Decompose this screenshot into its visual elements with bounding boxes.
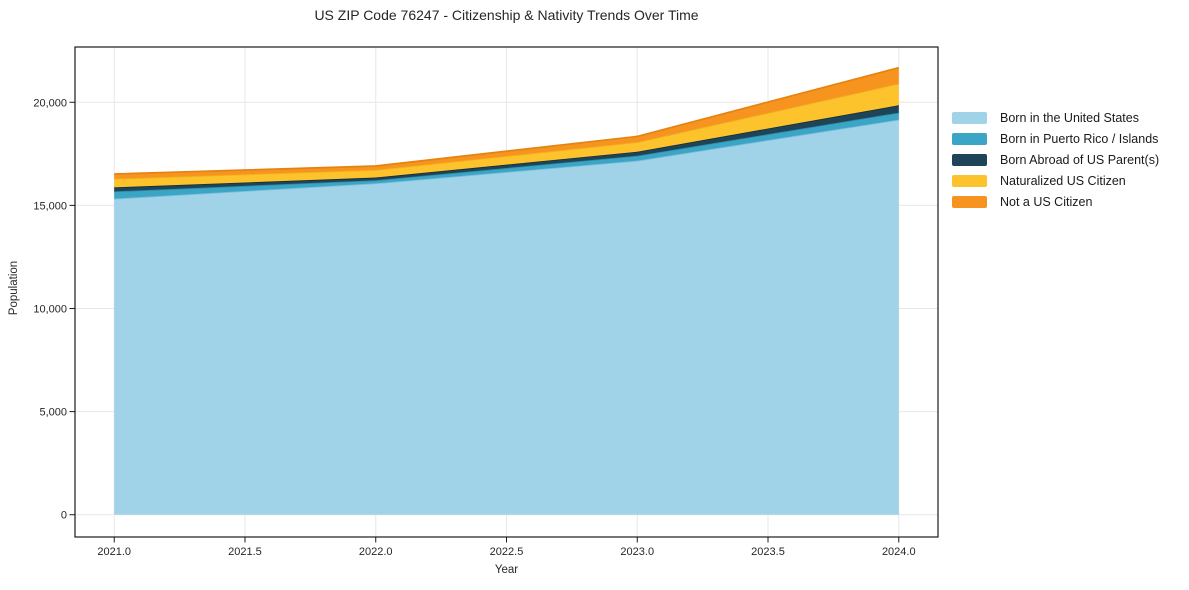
y-tick-label: 15,000 [33, 200, 67, 212]
area-edge-not-a-us-citizen [114, 66, 900, 175]
legend-label: Born in the United States [1000, 110, 1139, 125]
area-born-in-puerto-rico-islands [114, 112, 899, 199]
x-axis-title: Year [494, 564, 519, 576]
legend-item-naturalized-us-citizen: Naturalized US Citizen [952, 170, 1159, 191]
legend-item-not-a-us-citizen: Not a US Citizen [952, 191, 1159, 212]
legend-label: Born Abroad of US Parent(s) [1000, 152, 1160, 167]
x-tick-label: 2024.0 [882, 546, 916, 558]
legend-label: Naturalized US Citizen [1000, 173, 1126, 188]
y-tick-label: 10,000 [33, 303, 67, 315]
x-tick-label: 2023.5 [751, 546, 785, 558]
y-axis-title: Population [8, 260, 20, 316]
legend-item-born-abroad-of-us-parent-s: Born Abroad of US Parent(s) [952, 149, 1159, 170]
legend-swatch-icon [952, 174, 987, 187]
x-tick-label: 2021.5 [228, 546, 262, 558]
x-tick-label: 2023.0 [620, 546, 654, 558]
legend-item-born-in-puerto-rico-islands: Born in Puerto Rico / Islands [952, 128, 1159, 149]
legend-swatch-icon [952, 153, 987, 166]
area-born-in-the-united-states [114, 119, 899, 515]
x-tick-label: 2022.0 [359, 546, 393, 558]
legend-item-born-in-the-united-states: Born in the United States [952, 107, 1159, 128]
chart-title: US ZIP Code 76247 - Citizenship & Nativi… [314, 7, 699, 23]
legend-swatch-icon [952, 132, 987, 145]
y-tick-label: 0 [61, 510, 67, 522]
legend-swatch-icon [952, 195, 987, 208]
y-tick-label: 5,000 [39, 407, 67, 419]
x-tick-label: 2022.5 [490, 546, 524, 558]
legend-label: Born in Puerto Rico / Islands [1000, 131, 1159, 146]
legend: Born in the United States Born in Puerto … [952, 107, 1159, 212]
x-tick-label: 2021.0 [97, 546, 131, 558]
area-naturalized-us-citizen [114, 83, 899, 188]
area-edge-born-in-the-united-states [114, 118, 899, 200]
legend-swatch-icon [952, 111, 987, 124]
legend-label: Not a US Citizen [1000, 194, 1093, 209]
y-tick-label: 20,000 [33, 97, 67, 109]
